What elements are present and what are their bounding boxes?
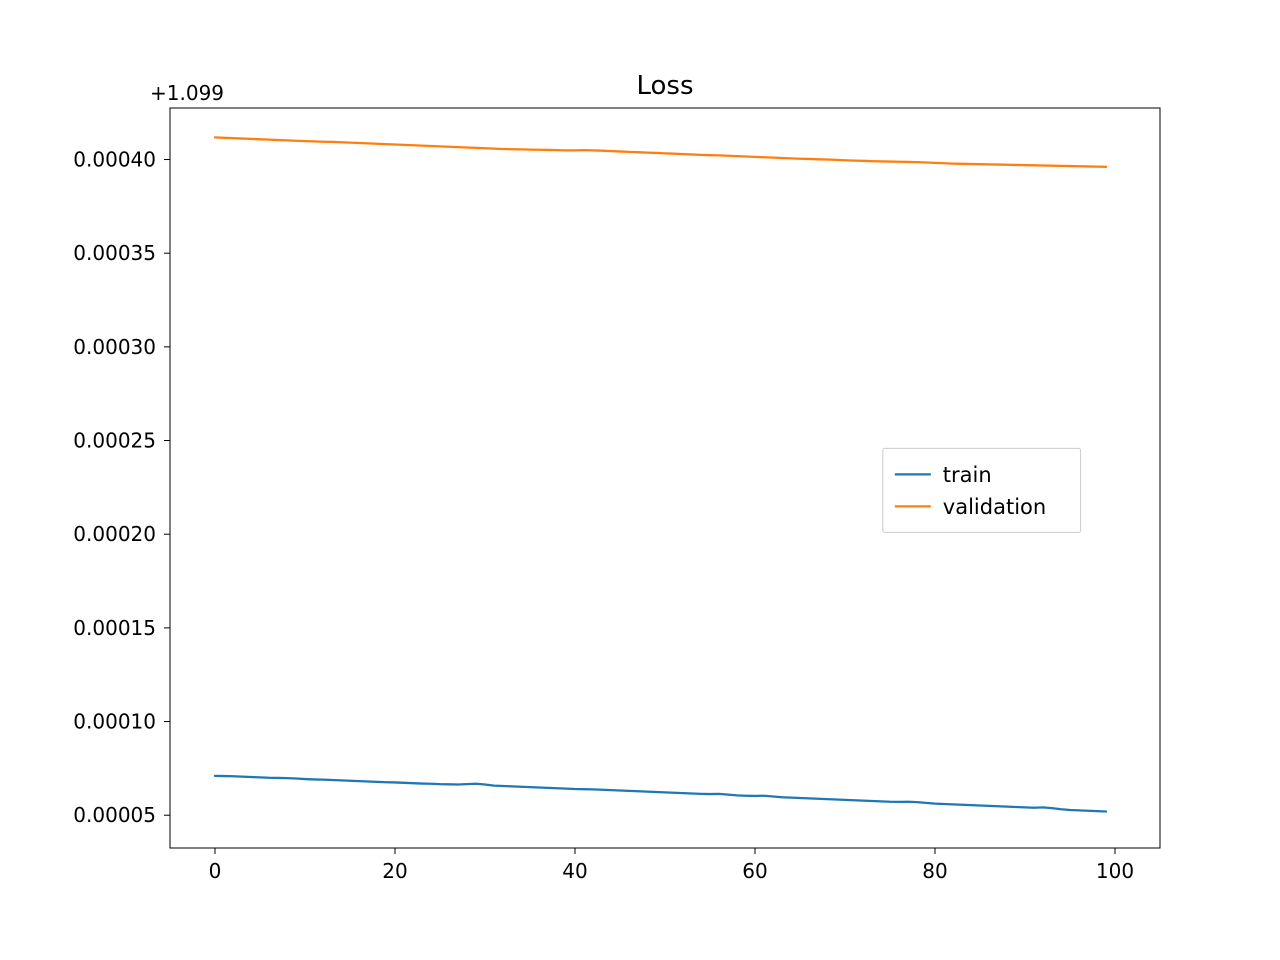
y-tick-label: 0.00025 (73, 429, 156, 453)
x-tick-label: 20 (382, 859, 407, 883)
chart-title: Loss (636, 71, 693, 101)
chart-svg: 0 20 40 60 80 100 0.00005 0.00010 0.00015 0.00020… (0, 0, 1280, 960)
y-tick-label: 0.00005 (73, 803, 156, 827)
x-tick-label: 0 (209, 859, 222, 883)
y-tick-label: 0.00035 (73, 241, 156, 265)
legend: train validation (883, 448, 1081, 532)
y-tick-label: 0.00020 (73, 522, 156, 546)
x-tick-label: 60 (742, 859, 767, 883)
loss-chart: 0 20 40 60 80 100 0.00005 0.00010 0.00015 0.00020… (0, 0, 1280, 960)
y-axis-offset: +1.099 (150, 81, 224, 105)
y-tick-label: 0.00010 (73, 710, 156, 734)
x-tick-label: 80 (922, 859, 947, 883)
y-tick-label: 0.00040 (73, 148, 156, 172)
y-tick-label: 0.00015 (73, 616, 156, 640)
legend-label-validation: validation (943, 495, 1046, 519)
x-tick-label: 40 (562, 859, 587, 883)
legend-frame (883, 448, 1081, 532)
legend-label-train: train (943, 463, 992, 487)
y-tick-label: 0.00030 (73, 335, 156, 359)
x-tick-label: 100 (1096, 859, 1134, 883)
